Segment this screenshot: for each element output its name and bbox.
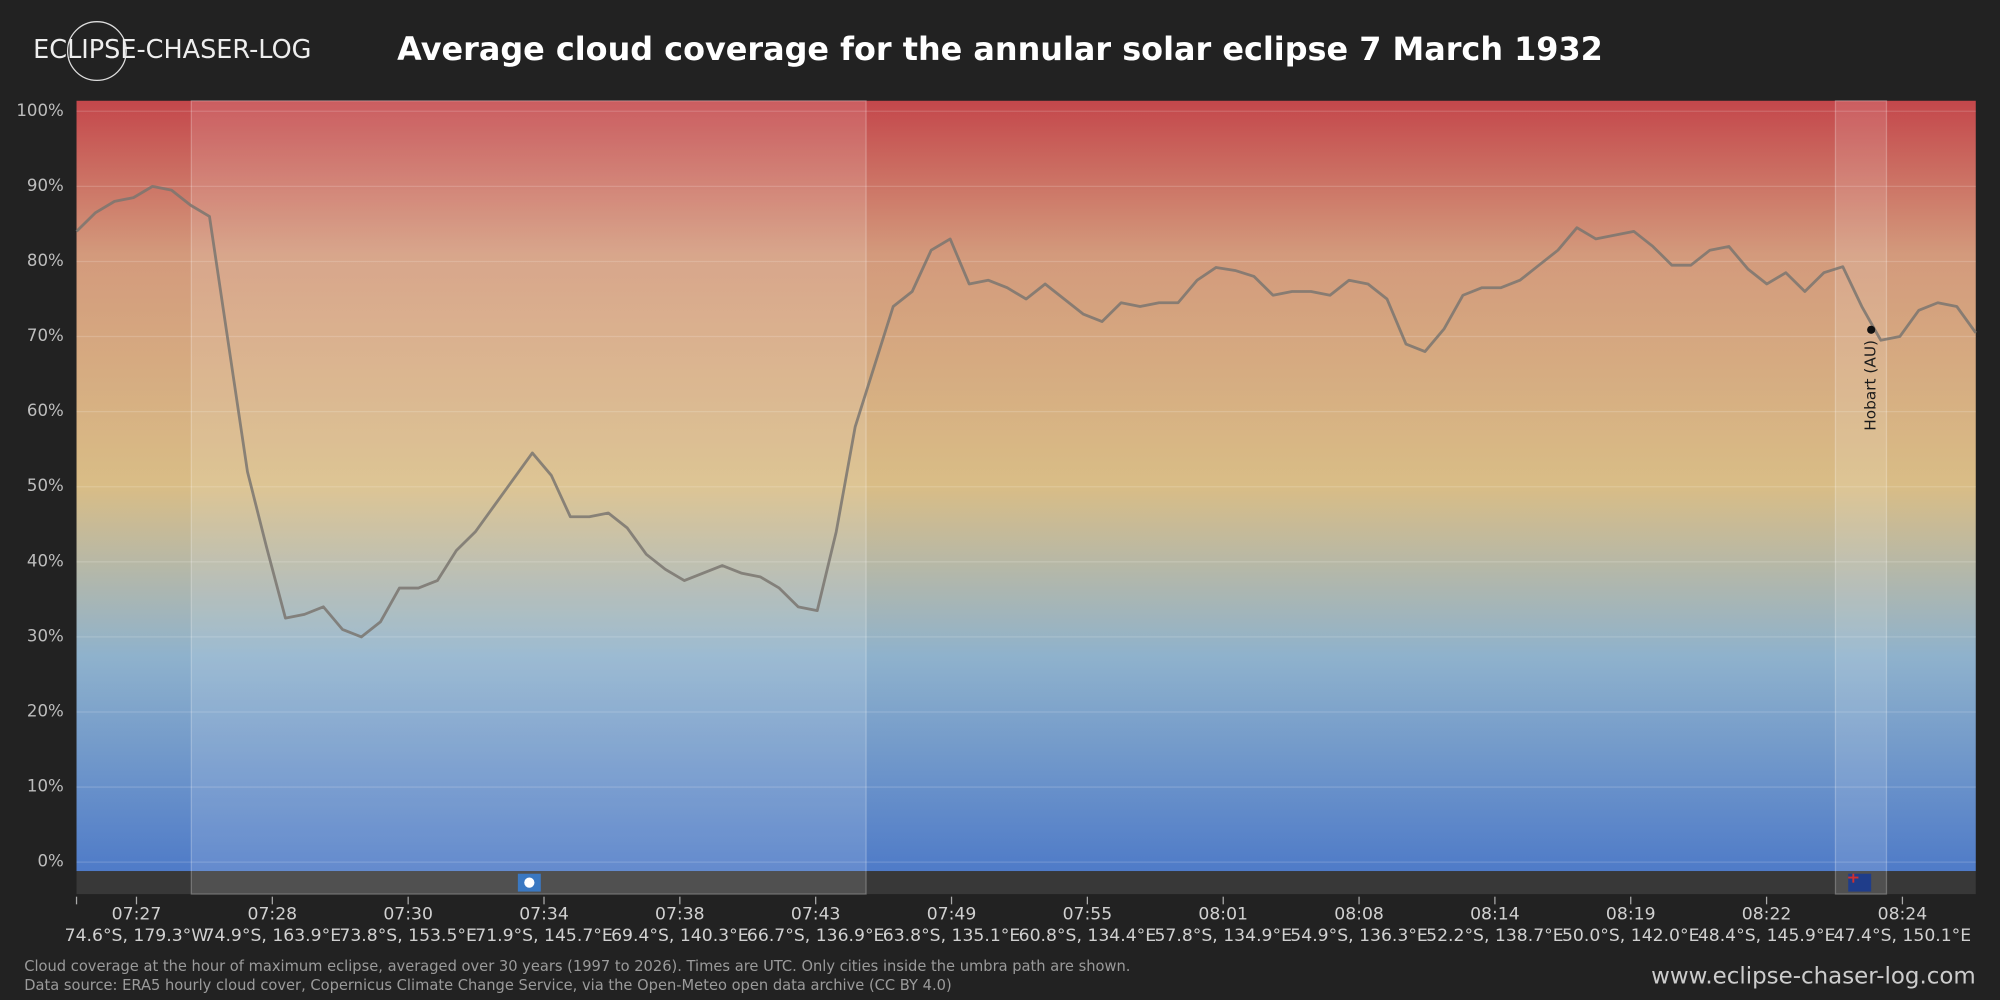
logo-circle [66,21,127,81]
x-tick-label: 08:22 [1742,905,1792,925]
y-tick-label: 50% [27,476,64,495]
plot-background [76,100,1976,872]
x-tick-label: 07:28 [248,905,298,925]
umbra-band [190,100,867,895]
x-tick-location: 48.4°S, 145.9°E [1698,926,1835,946]
flag-australia [1848,873,1872,892]
x-tick-location: 63.8°S, 135.1°E [883,926,1020,946]
footnote: Cloud coverage at the hour of maximum ec… [24,958,1130,975]
x-tick-label: 07:27 [112,905,162,925]
umbra-band [1834,100,1888,895]
x-tick-label: 07:43 [791,905,841,925]
x-tick-label: 07:34 [519,905,569,925]
x-tick-location: 74.6°S, 179.3°W [65,926,209,946]
x-tick-label: 08:19 [1606,905,1656,925]
annotation-point [1867,325,1876,334]
x-tick-label: 07:55 [1063,905,1113,925]
y-tick-label: 0% [37,852,63,871]
x-tick-label: 08:14 [1470,905,1520,925]
x-tick-location: 57.8°S, 134.9°E [1154,926,1291,946]
y-tick-label: 60% [27,401,64,420]
x-tick-label: 07:38 [655,905,705,925]
y-tick-label: 20% [27,701,64,720]
brand: ECLIPSE-CHASER-LOG [33,35,311,65]
y-tick-label: 100% [16,101,63,120]
x-tick-location: 74.9°S, 163.9°E [204,926,341,946]
y-tick-label: 70% [27,326,64,345]
x-tick-location: 47.4°S, 150.1°E [1834,926,1971,946]
x-tick-label: 08:01 [1198,905,1248,925]
x-tick-location: 50.0°S, 142.0°E [1562,926,1699,946]
website: www.eclipse-chaser-log.com [1651,964,1976,990]
x-tick-location: 73.8°S, 153.5°E [339,926,476,946]
chart-title: Average cloud coverage for the annular s… [397,30,1603,68]
y-tick-label: 90% [27,176,64,195]
x-tick-location: 54.9°S, 136.3°E [1290,926,1427,946]
y-tick-label: 40% [27,551,64,570]
y-tick-label: 80% [27,251,64,270]
x-tick-location: 69.4°S, 140.3°E [611,926,748,946]
y-tick-label: 30% [27,626,64,645]
annotation-label: Hobart (AU) [1862,340,1880,431]
footnote: Data source: ERA5 hourly cloud cover, Co… [24,977,951,994]
x-tick-location: 60.8°S, 134.4°E [1019,926,1156,946]
line [75,184,1977,639]
x-tick-location: 66.7°S, 136.9°E [747,926,884,946]
y-tick-label: 10% [27,777,64,796]
x-tick-location: 71.9°S, 145.7°E [475,926,612,946]
x-tick-label: 07:49 [927,905,977,925]
x-tick-label: 07:30 [383,905,433,925]
flag-antarctica-symbol [524,877,535,888]
x-tick-label: 08:08 [1334,905,1384,925]
x-tick-location: 52.2°S, 138.7°E [1426,926,1563,946]
x-tick-label: 08:24 [1878,905,1928,925]
city-strip [76,871,1976,895]
